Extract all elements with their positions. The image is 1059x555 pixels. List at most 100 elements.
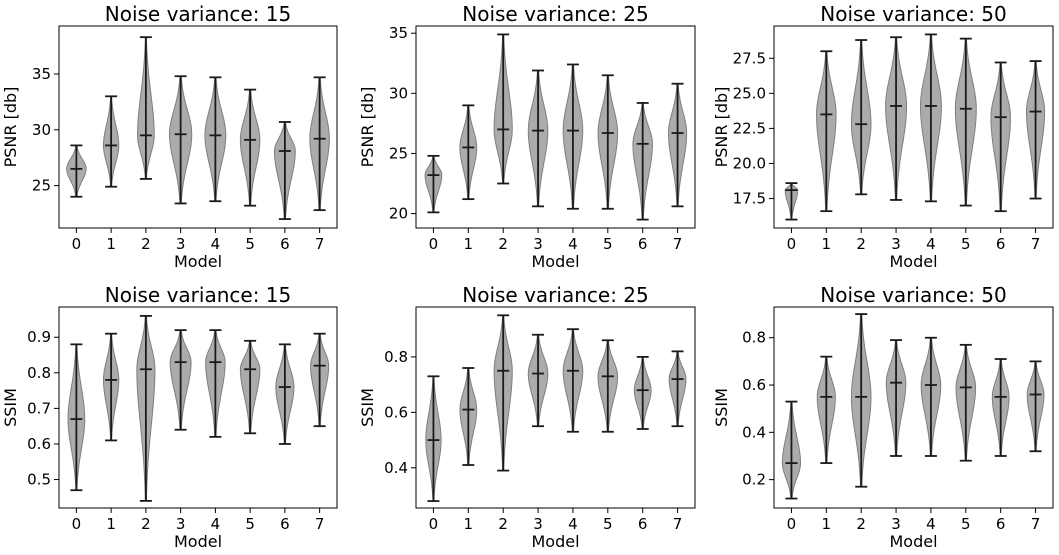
y-tick-label: 0.6: [742, 376, 766, 394]
axes-frame: [58, 306, 338, 509]
x-tick-label: 1: [822, 515, 832, 533]
x-tick-label: 7: [315, 515, 325, 533]
x-tick-label: 4: [211, 515, 221, 533]
y-tick-label: 27.5: [733, 49, 766, 67]
y-axis-label: PSNR [db]: [712, 87, 731, 168]
axes-frame: [773, 25, 1054, 229]
x-tick-label: 0: [72, 515, 82, 533]
y-tick-label: 30: [389, 84, 408, 102]
x-tick-label: 3: [176, 515, 186, 533]
panel-title: Noise variance: 50: [820, 2, 1006, 26]
x-tick-label: 6: [280, 235, 290, 253]
panel-title: Noise variance: 15: [105, 283, 291, 307]
x-tick-label: 1: [822, 235, 832, 253]
x-tick-label: 4: [568, 515, 578, 533]
y-axis-label: SSIM: [358, 388, 377, 427]
x-tick-label: 7: [1031, 235, 1041, 253]
x-tick-label: 6: [638, 515, 648, 533]
x-tick-label: 5: [245, 515, 255, 533]
y-axis-label: SSIM: [1, 388, 20, 427]
y-tick-label: 0.6: [384, 403, 408, 421]
x-tick-label: 2: [856, 235, 866, 253]
x-tick-label: 7: [1031, 515, 1041, 533]
panel-title: Noise variance: 25: [462, 2, 648, 26]
x-tick-label: 6: [996, 515, 1006, 533]
y-tick-label: 35: [32, 65, 51, 83]
y-tick-label: 0.2: [742, 471, 766, 489]
y-tick-label: 0.4: [384, 459, 408, 477]
x-tick-label: 0: [429, 235, 439, 253]
x-tick-label: 5: [603, 515, 613, 533]
y-axis-label: SSIM: [712, 388, 731, 427]
y-axis-label: PSNR [db]: [1, 87, 20, 168]
x-tick-label: 1: [106, 235, 116, 253]
x-tick-label: 4: [926, 515, 936, 533]
x-tick-label: 5: [961, 515, 971, 533]
x-tick-label: 1: [106, 515, 116, 533]
x-tick-label: 3: [891, 515, 901, 533]
panel-6: Noise variance: 50 0 1 2 3 4 5 6 7 0.2 0.4 0.6 0.8 Mo…: [712, 283, 1054, 551]
x-tick-label: 2: [141, 515, 151, 533]
y-tick-label: 25.0: [733, 84, 766, 102]
panel-1: Noise variance: 15 0 1 2 3 4 5 6 7 25 30 35 Model PSN…: [1, 2, 338, 271]
y-tick-label: 35: [389, 24, 408, 42]
x-tick-label: 5: [961, 235, 971, 253]
x-tick-label: 2: [498, 235, 508, 253]
x-tick-label: 1: [464, 515, 474, 533]
y-tick-label: 0.6: [27, 435, 51, 453]
x-tick-label: 4: [926, 235, 936, 253]
x-axis-label: Model: [531, 532, 579, 551]
x-tick-label: 5: [245, 235, 255, 253]
y-tick-label: 0.9: [27, 328, 51, 346]
panel-3: Noise variance: 50 0 1 2 3 4 5 6 7 17.5 20.0 22.5 25…: [712, 2, 1054, 271]
panel-4: Noise variance: 15 0 1 2 3 4 5 6 7 0.5 0.6 0.7 0.8 0.…: [1, 283, 338, 551]
x-tick-label: 6: [280, 515, 290, 533]
y-tick-label: 0.8: [27, 364, 51, 382]
x-tick-label: 3: [891, 235, 901, 253]
y-tick-label: 20: [389, 205, 408, 223]
x-tick-label: 3: [533, 515, 543, 533]
y-tick-label: 0.5: [27, 471, 51, 489]
x-axis-label: Model: [531, 252, 579, 271]
x-tick-label: 7: [673, 515, 683, 533]
panel-title: Noise variance: 50: [820, 283, 1006, 307]
x-tick-label: 0: [429, 515, 439, 533]
x-tick-label: 3: [533, 235, 543, 253]
x-tick-label: 6: [996, 235, 1006, 253]
axes-frame: [773, 306, 1054, 509]
panel-2: Noise variance: 25 0 1 2 3 4 5 6 7 20 25 30 35 Model P…: [358, 2, 696, 271]
x-tick-label: 5: [603, 235, 613, 253]
x-tick-label: 6: [638, 235, 648, 253]
x-tick-label: 2: [141, 235, 151, 253]
x-axis-label: Model: [889, 252, 937, 271]
y-tick-label: 0.8: [742, 329, 766, 347]
y-tick-label: 0.7: [27, 399, 51, 417]
y-tick-label: 0.8: [384, 348, 408, 366]
y-tick-label: 22.5: [733, 119, 766, 137]
x-axis-label: Model: [889, 532, 937, 551]
y-tick-label: 17.5: [733, 190, 766, 208]
axes-frame: [415, 25, 696, 229]
y-tick-label: 25: [389, 144, 408, 162]
x-tick-label: 1: [464, 235, 474, 253]
x-axis-label: Model: [174, 532, 222, 551]
x-tick-label: 7: [673, 235, 683, 253]
x-tick-label: 4: [211, 235, 221, 253]
x-tick-label: 0: [787, 515, 797, 533]
x-tick-label: 4: [568, 235, 578, 253]
y-tick-label: 0.4: [742, 423, 766, 441]
y-tick-label: 30: [32, 121, 51, 139]
axes-frame: [58, 25, 338, 229]
x-tick-label: 0: [72, 235, 82, 253]
panel-5: Noise variance: 25 0 1 2 3 4 5 6 7 0.4 0.6 0.8 Model…: [358, 283, 696, 551]
x-tick-label: 0: [787, 235, 797, 253]
x-tick-label: 3: [176, 235, 186, 253]
y-axis-label: PSNR [db]: [358, 87, 377, 168]
x-tick-label: 2: [498, 515, 508, 533]
axes-frame: [415, 306, 696, 509]
panel-title: Noise variance: 15: [105, 2, 291, 26]
y-tick-label: 20.0: [733, 154, 766, 172]
x-axis-label: Model: [174, 252, 222, 271]
panel-title: Noise variance: 25: [462, 283, 648, 307]
